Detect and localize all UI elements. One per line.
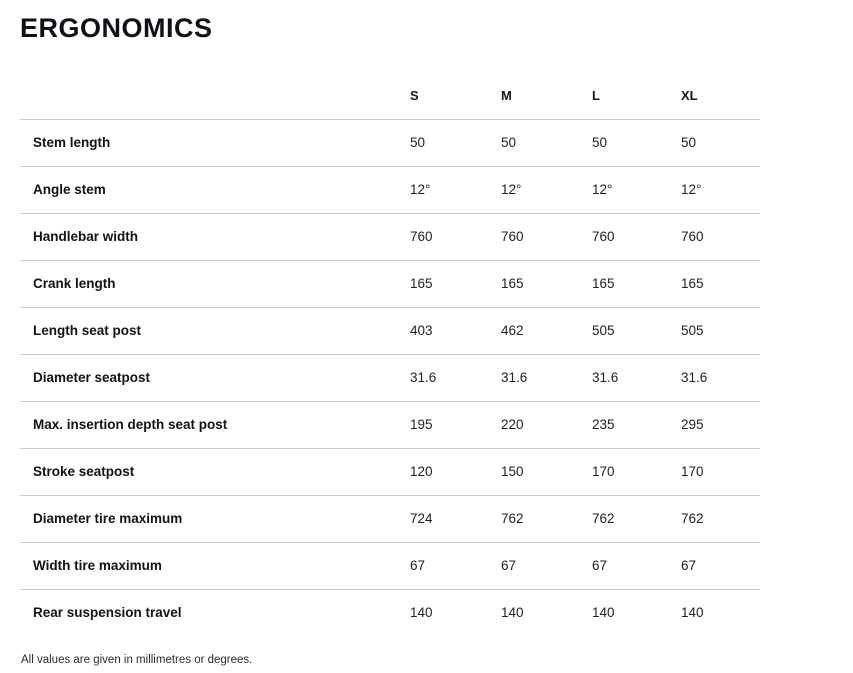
spec-row-value: 505 [592, 323, 615, 338]
spec-row-label: Handlebar width [33, 229, 139, 244]
spec-row-value: 505 [681, 323, 704, 338]
spec-row-value: 760 [501, 229, 524, 244]
spec-row-value: 31.6 [681, 370, 708, 385]
spec-row-value: 140 [681, 605, 704, 620]
spec-row-value: 120 [410, 464, 433, 479]
table-row: Angle stem 12° 12° 12° 12° [20, 166, 760, 214]
spec-table-head: S M L XL [20, 88, 760, 120]
table-row: Max. insertion depth seat post 195 220 235… [20, 401, 760, 449]
spec-row-label: Rear suspension travel [33, 605, 182, 620]
ergonomics-table: S M L XL Stem length 50 50 50 50 Angle stem 12… [20, 88, 760, 636]
spec-row-value: 67 [410, 558, 426, 573]
spec-row-value: 760 [410, 229, 433, 244]
spec-row-value: 140 [410, 605, 433, 620]
spec-row-value: 31.6 [410, 370, 437, 385]
spec-row-value: 12° [592, 182, 613, 197]
table-row: Diameter tire maximum 724 762 762 762 [20, 495, 760, 543]
spec-row-value: 165 [681, 276, 704, 291]
spec-row-value: 170 [681, 464, 704, 479]
spec-row-label: Angle stem [33, 182, 106, 197]
spec-row-value: 165 [592, 276, 615, 291]
spec-row-value: 235 [592, 417, 615, 432]
spec-row-value: 724 [410, 511, 433, 526]
table-row: Stroke seatpost 120 150 170 170 [20, 448, 760, 496]
size-column-header: M [501, 88, 512, 103]
spec-row-value: 170 [592, 464, 615, 479]
spec-row-value: 31.6 [592, 370, 619, 385]
spec-row-value: 403 [410, 323, 433, 338]
table-row: Handlebar width 760 760 760 760 [20, 213, 760, 261]
spec-row-value: 67 [501, 558, 517, 573]
spec-row-value: 50 [681, 135, 697, 150]
table-row: Diameter seatpost 31.6 31.6 31.6 31.6 [20, 354, 760, 402]
spec-row-value: 67 [592, 558, 608, 573]
spec-row-value: 50 [592, 135, 608, 150]
spec-row-value: 220 [501, 417, 524, 432]
table-row: Rear suspension travel 140 140 140 140 [20, 589, 760, 637]
table-row: Width tire maximum 67 67 67 67 [20, 542, 760, 590]
spec-row-value: 760 [592, 229, 615, 244]
size-column-header: L [592, 88, 600, 103]
size-column-spacer [20, 88, 410, 120]
spec-row-value: 760 [681, 229, 704, 244]
spec-row-value: 12° [681, 182, 702, 197]
spec-row-value: 462 [501, 323, 524, 338]
spec-table-head-row: S M L XL [20, 88, 760, 120]
footnote: All values are given in millimetres or d… [21, 654, 253, 666]
spec-row-label: Max. insertion depth seat post [33, 417, 228, 432]
spec-row-value: 295 [681, 417, 704, 432]
size-column-header: XL [681, 88, 698, 103]
spec-row-value: 12° [410, 182, 431, 197]
table-row: Length seat post 403 462 505 505 [20, 307, 760, 355]
spec-row-label: Length seat post [33, 323, 142, 338]
spec-row-label: Diameter tire maximum [33, 511, 183, 526]
size-column-header: S [410, 88, 419, 103]
spec-row-value: 762 [501, 511, 524, 526]
spec-row-label: Stem length [33, 135, 111, 150]
spec-row-value: 31.6 [501, 370, 528, 385]
spec-row-label: Diameter seatpost [33, 370, 151, 385]
spec-row-value: 140 [501, 605, 524, 620]
spec-row-value: 762 [681, 511, 704, 526]
spec-row-value: 67 [681, 558, 697, 573]
spec-row-label: Crank length [33, 276, 116, 291]
spec-row-value: 50 [410, 135, 426, 150]
spec-row-label: Stroke seatpost [33, 464, 135, 479]
spec-row-value: 150 [501, 464, 524, 479]
spec-row-value: 12° [501, 182, 522, 197]
spec-row-value: 165 [501, 276, 524, 291]
page-title: ERGONOMICS [20, 13, 213, 43]
spec-row-value: 50 [501, 135, 517, 150]
table-row: Stem length 50 50 50 50 [20, 119, 760, 167]
table-row: Crank length 165 165 165 165 [20, 260, 760, 308]
spec-row-value: 195 [410, 417, 433, 432]
spec-row-value: 140 [592, 605, 615, 620]
spec-row-value: 165 [410, 276, 433, 291]
spec-table-body: Stem length 50 50 50 50 Angle stem 12° 12° 12… [20, 119, 760, 637]
spec-row-value: 762 [592, 511, 615, 526]
spec-row-label: Width tire maximum [33, 558, 162, 573]
